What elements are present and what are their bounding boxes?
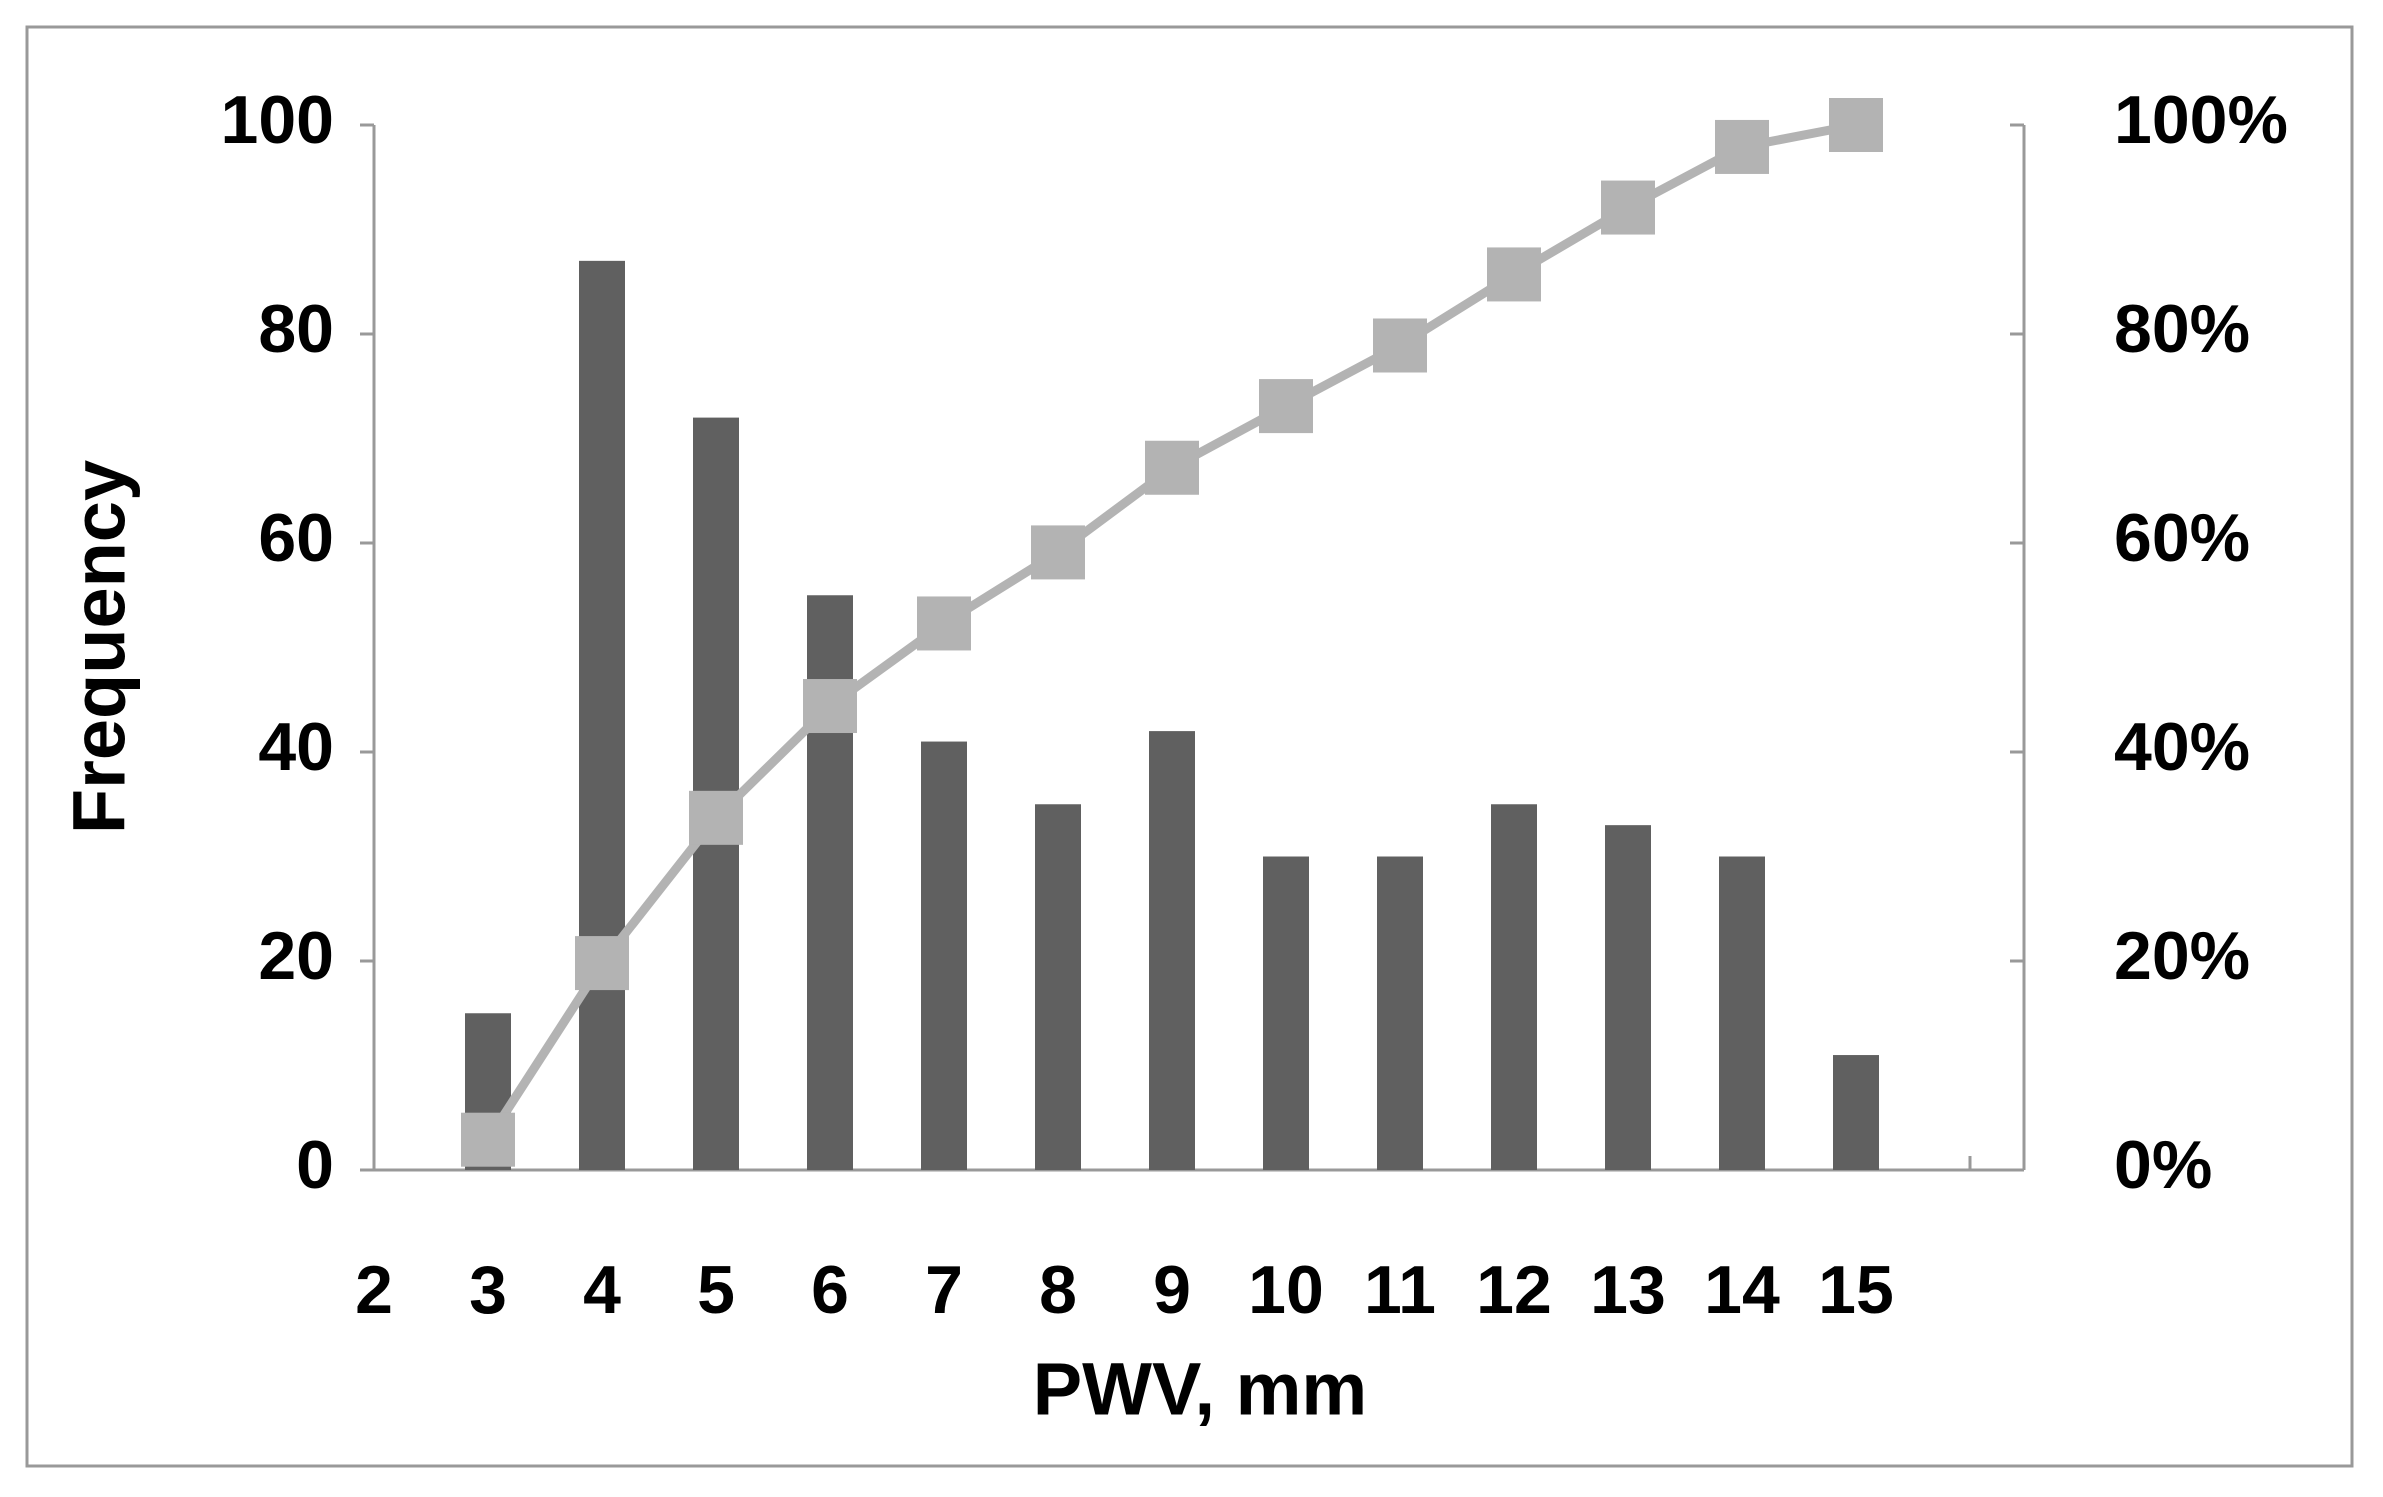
x-tick-label: 2: [355, 1252, 393, 1328]
line-marker: [1259, 379, 1313, 434]
line-marker: [1487, 247, 1541, 302]
x-tick-label: 7: [925, 1252, 963, 1328]
line-marker: [1601, 180, 1655, 235]
line-marker: [917, 596, 971, 651]
x-axis-title: PWV, mm: [1033, 1348, 1367, 1431]
x-tick-label: 9: [1153, 1252, 1191, 1328]
y-tick-label: 100: [221, 82, 334, 158]
bar: [1833, 1055, 1879, 1170]
x-tick-label: 10: [1248, 1252, 1324, 1328]
x-tick-label: 11: [1364, 1252, 1436, 1328]
x-tick-label: 14: [1704, 1252, 1780, 1328]
y2-tick-label: 100%: [2114, 82, 2288, 158]
x-tick-label: 13: [1590, 1252, 1666, 1328]
line-marker: [461, 1112, 515, 1167]
y2-tick-label: 0%: [2114, 1127, 2212, 1203]
x-tick-label: 5: [697, 1252, 735, 1328]
y-tick-label: 80: [258, 291, 334, 367]
x-tick-label: 15: [1818, 1252, 1894, 1328]
y-tick-label: 0: [296, 1127, 334, 1203]
y2-tick-label: 60%: [2114, 500, 2250, 576]
line-marker: [803, 679, 857, 734]
y-tick-label: 60: [258, 500, 334, 576]
y-axis-title: Frequency: [58, 460, 141, 834]
bar: [921, 741, 967, 1170]
line-marker: [1145, 440, 1199, 495]
bar: [1377, 856, 1423, 1170]
line-marker: [1373, 318, 1427, 373]
line-marker: [575, 936, 629, 991]
bar: [1605, 825, 1651, 1170]
y-tick-label: 40: [258, 709, 334, 785]
bar: [1491, 804, 1537, 1170]
y2-tick-label: 40%: [2114, 709, 2250, 785]
line-marker: [1031, 525, 1085, 580]
line-marker: [689, 790, 743, 845]
line-marker: [1829, 98, 1883, 152]
y2-tick-label: 80%: [2114, 291, 2250, 367]
x-tick-label: 8: [1039, 1252, 1077, 1328]
y2-tick-label: 20%: [2114, 918, 2250, 994]
bar: [1035, 804, 1081, 1170]
bar: [1263, 856, 1309, 1170]
bar: [579, 260, 625, 1171]
line-marker: [1715, 119, 1769, 174]
x-tick-label: 6: [811, 1252, 849, 1328]
bar: [1149, 731, 1195, 1170]
y-tick-label: 20: [258, 918, 334, 994]
x-tick-label: 4: [583, 1252, 621, 1328]
bar: [1719, 856, 1765, 1170]
x-tick-label: 3: [469, 1252, 507, 1328]
x-tick-label: 12: [1476, 1252, 1552, 1328]
